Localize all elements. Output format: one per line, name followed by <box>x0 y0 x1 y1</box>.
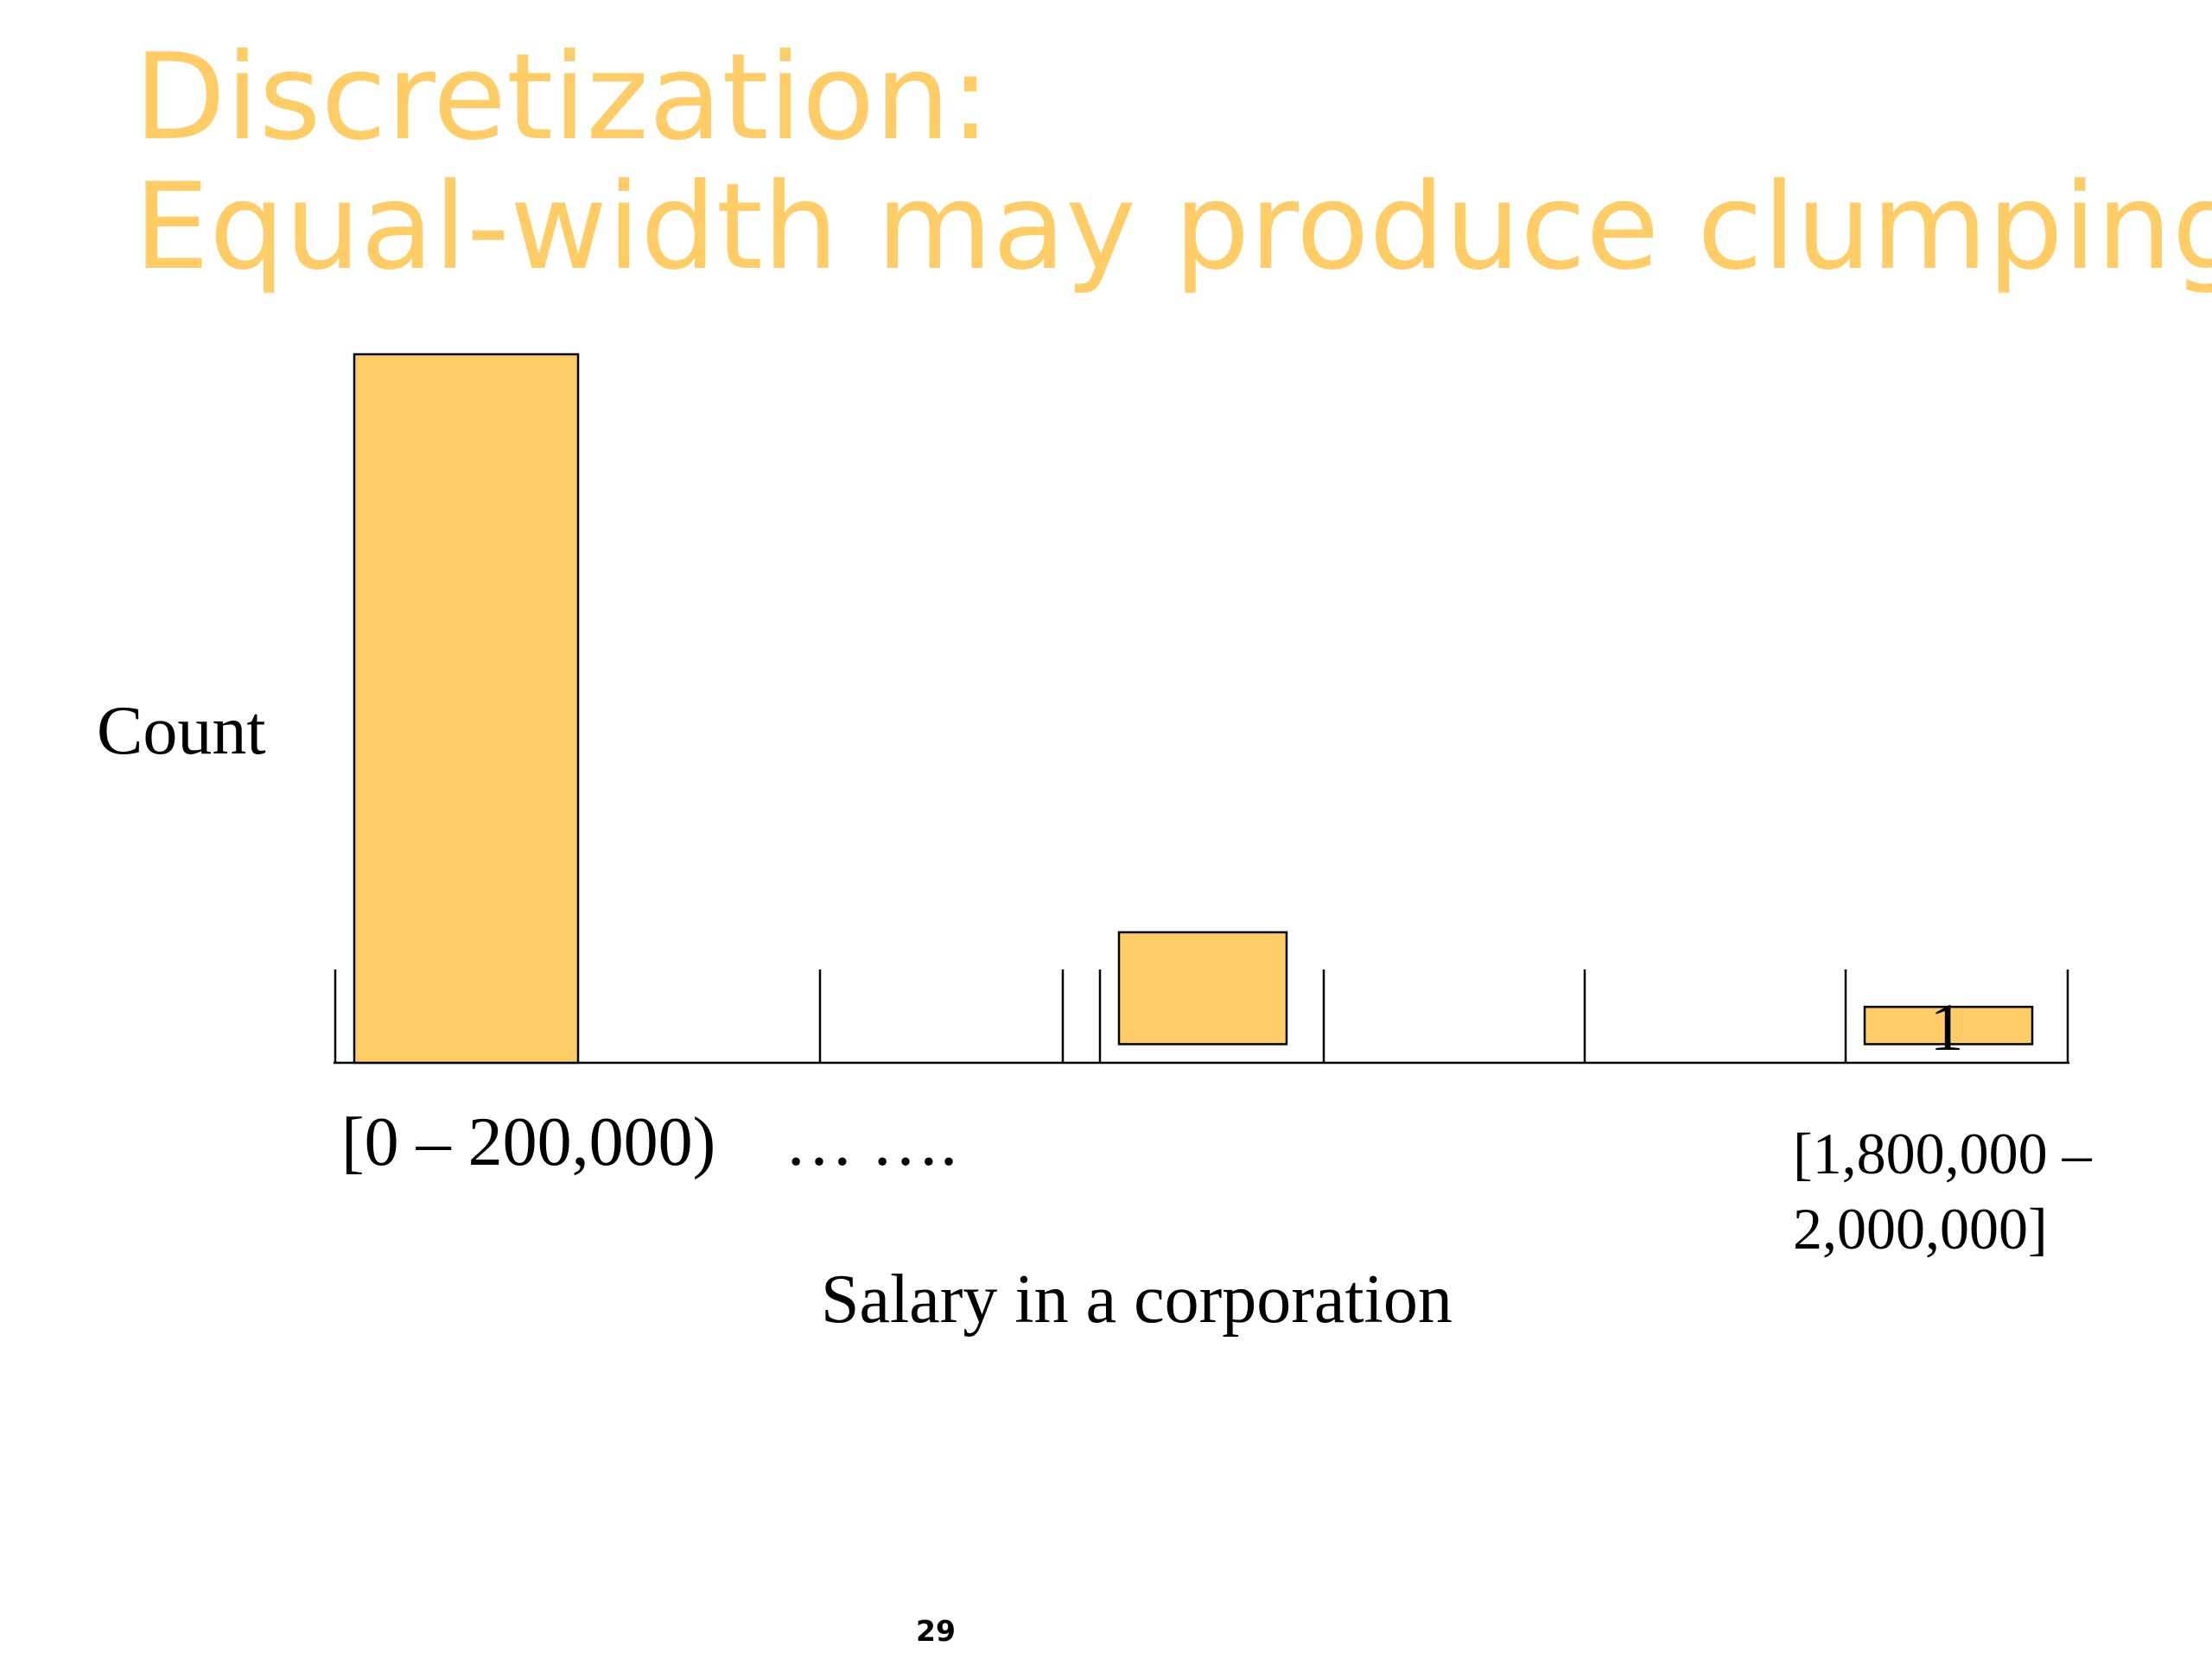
bar-3 <box>1863 1006 2034 1046</box>
tick-label-last-bin-line-1: [1,800,000 – <box>1793 1121 2093 1186</box>
bars-group <box>353 353 2034 1065</box>
tick-label-last-bin-line-2: 2,000,000] <box>1793 1196 2048 1262</box>
bin-ticks <box>334 969 2069 1063</box>
slide-title-line-1: Discretization: <box>134 28 991 167</box>
slide-title-line-2: Equal-width may produce clumping <box>134 157 2212 296</box>
bar-2 <box>1117 931 1288 1046</box>
tick-label-first-bin: [0 – 200,000) <box>341 1104 715 1180</box>
slide-title: Discretization: Equal-width may produce … <box>134 33 2212 292</box>
y-axis-label: Count <box>97 693 266 769</box>
tick-label-ellipsis: … …. <box>785 1104 957 1180</box>
bar-1 <box>353 353 580 1065</box>
page-number: 29 <box>916 1614 956 1648</box>
x-axis-label: Salary in a corporation <box>821 1262 1452 1338</box>
bar-value-label: 1 <box>1930 989 1964 1065</box>
